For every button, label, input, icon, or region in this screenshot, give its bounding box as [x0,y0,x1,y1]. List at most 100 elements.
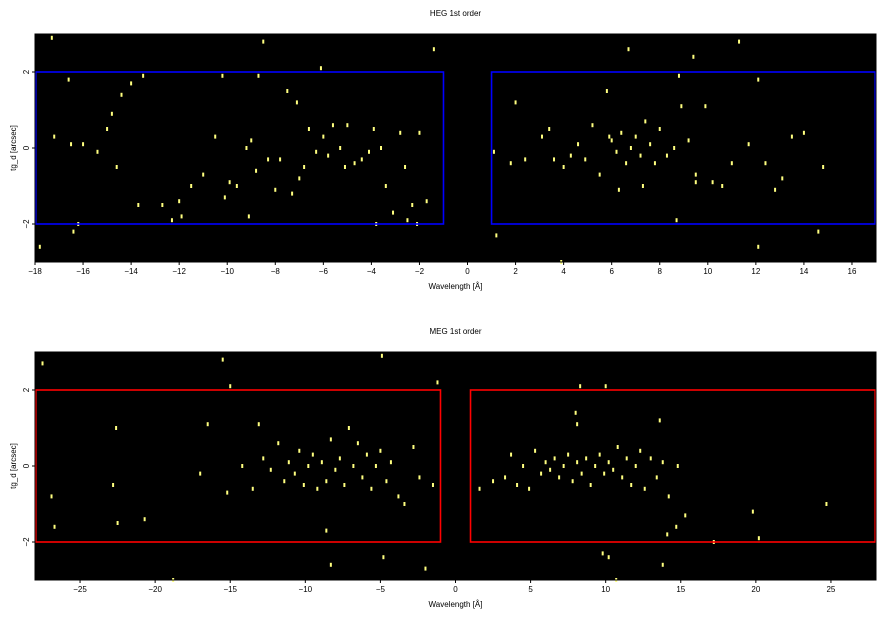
meg-data-point [616,445,619,449]
meg-data-point [424,566,427,571]
heg-data-point [223,195,226,200]
heg-data-point [115,165,118,169]
heg-data-point [279,157,282,162]
heg-data-point [202,172,205,177]
heg-data-point [524,157,527,162]
meg-data-point [112,483,115,487]
meg-data-point [630,483,633,487]
heg-data-point [96,149,99,154]
heg-extraction-region-1 [34,71,445,225]
meg-data-point [639,448,642,453]
meg-data-point [478,486,481,491]
heg-data-point [250,138,253,143]
meg-data-point [558,475,561,480]
meg-data-point [347,426,350,430]
meg-data-point [325,528,328,533]
heg-y-tick-label: 0 [22,145,31,150]
heg-x-tick-label: −2 [415,267,425,276]
heg-data-point [399,130,402,135]
meg-data-point [115,426,118,430]
heg-data-point [274,187,277,192]
meg-data-point [226,490,229,495]
meg-data-point [382,555,385,560]
meg-x-tick-label: −5 [376,585,386,594]
meg-data-point [661,460,664,465]
heg-data-point [70,142,73,147]
heg-plot-area [35,34,876,262]
heg-data-point [110,111,113,116]
meg-data-point [658,418,661,423]
heg-data-point [629,146,632,150]
meg-x-axis-label: Wavelength [Å] [429,600,483,609]
meg-data-point [580,471,583,476]
heg-extraction-region-2 [490,71,876,225]
meg-data-point [241,464,244,468]
heg-data-point [738,39,741,44]
heg-data-point [221,73,224,78]
heg-data-point [790,134,793,139]
meg-data-point [594,464,597,468]
meg-data-point [516,483,519,487]
heg-data-point [495,233,498,238]
meg-data-point [661,562,664,567]
heg-data-point [257,73,260,78]
heg-data-point [291,191,294,196]
heg-data-point [50,35,53,40]
heg-data-point [610,138,613,143]
meg-data-point [334,467,337,472]
meg-y-tick-label: 0 [22,463,31,468]
meg-data-point [412,445,415,449]
meg-data-point [576,422,579,427]
meg-data-point [379,448,382,453]
meg-data-point [574,410,577,415]
meg-data-point [277,441,280,446]
meg-data-point [684,513,687,518]
heg-data-point [548,127,551,131]
heg-data-point [38,244,41,249]
meg-x-tick-label: 0 [453,585,458,594]
heg-data-point [53,134,56,139]
heg-data-point [247,214,250,219]
heg-data-point [615,149,618,154]
heg-data-point [286,89,289,93]
meg-data-point [544,460,547,465]
meg-data-point [116,521,119,525]
meg-data-point [825,502,828,506]
heg-x-tick-label: −4 [367,267,377,276]
heg-data-point [675,218,678,223]
heg-x-tick-label: −16 [76,267,90,276]
meg-data-point [269,467,272,472]
heg-data-point [303,165,306,169]
heg-data-point [641,184,644,188]
meg-data-point [307,464,310,468]
heg-data-point [418,130,421,135]
heg-data-point [617,187,620,192]
heg-data-point [130,81,133,86]
meg-chart-panel: MEG 1st order −25 −20 −15 −10 −5 0 5 10 15 20 25 −2 0… [0,318,886,636]
meg-data-point [370,486,373,491]
meg-data-point [534,448,537,453]
heg-x-tick-label: −10 [220,267,234,276]
meg-data-point [385,479,388,484]
meg-chart: MEG 1st order−25 −20 −15 −10 −5 0 5 10 15 20 25−20… [9,327,877,609]
heg-data-point [644,119,647,124]
heg-data-point [591,123,594,128]
heg-x-tick-label: 14 [799,267,808,276]
heg-data-point [339,146,342,150]
heg-chart-title: HEG 1st order [430,9,481,18]
heg-data-point [692,54,695,59]
meg-data-point [528,486,531,491]
heg-data-point [730,161,733,166]
heg-data-point [137,203,140,207]
meg-x-tick-label: 10 [601,585,610,594]
meg-data-point [251,486,254,491]
meg-data-point [579,384,582,389]
meg-data-point [293,471,296,476]
meg-data-point [302,483,305,487]
heg-data-point [627,47,630,52]
heg-data-point [687,138,690,143]
heg-data-point [255,168,258,173]
meg-data-point [221,357,224,362]
meg-data-point [667,494,670,499]
heg-data-point [541,134,544,139]
